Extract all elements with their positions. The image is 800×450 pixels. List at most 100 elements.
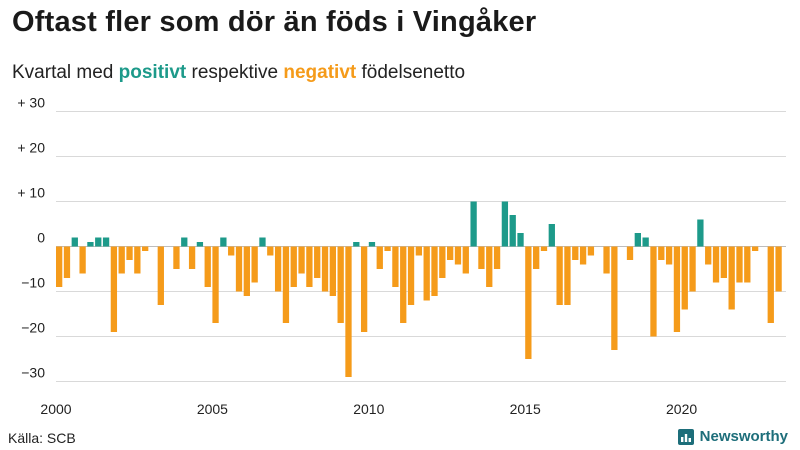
y-tick-label: + 10 — [17, 185, 45, 201]
source-label: Källa: SCB — [8, 430, 76, 446]
bar-positive — [196, 242, 204, 247]
bar-negative — [462, 246, 469, 274]
bar-positive — [368, 242, 376, 247]
bar-negative — [329, 246, 336, 296]
bar-negative — [736, 246, 743, 283]
bar-negative — [157, 246, 164, 305]
bar-negative — [540, 246, 548, 251]
bars — [56, 201, 782, 377]
bar-positive — [517, 233, 524, 247]
x-tick-label: 2020 — [666, 401, 697, 417]
bar-negative — [650, 246, 657, 337]
y-tick-label: + 30 — [17, 95, 45, 111]
bar-negative — [118, 246, 125, 274]
bar-positive — [697, 219, 704, 247]
subtitle-middle: respektive — [186, 62, 284, 83]
bar-negative — [290, 246, 297, 287]
bar-negative — [306, 246, 313, 287]
subtitle-suffix: födelsenetto — [356, 62, 466, 83]
bar-positive — [634, 233, 641, 247]
bar-negative — [392, 246, 399, 287]
bar-positive — [71, 237, 78, 247]
bar-negative — [173, 246, 180, 269]
brand-logo[interactable]: Newsworthy — [677, 428, 788, 445]
bar-negative — [611, 246, 618, 350]
bar-negative — [345, 246, 352, 377]
bar-negative — [493, 246, 501, 269]
bar-negative — [243, 246, 250, 296]
bar-negative — [376, 246, 383, 269]
subtitle-positive: positivt — [118, 62, 187, 83]
y-tick-label: −10 — [21, 275, 45, 291]
bar-negative — [556, 246, 563, 305]
chart-title: Oftast fler som dör än föds i Vingåker — [12, 6, 537, 38]
bar-positive — [102, 237, 110, 247]
x-tick-label: 2000 — [40, 401, 71, 417]
bar-negative — [384, 246, 391, 251]
bar-negative — [478, 246, 485, 269]
bar-negative — [228, 246, 235, 256]
bar-negative — [603, 246, 610, 274]
bar-positive — [470, 201, 477, 247]
bar-negative — [689, 246, 696, 292]
bar-negative — [587, 246, 595, 256]
bar-negative — [775, 246, 782, 292]
bar-negative — [400, 246, 407, 323]
bar-negative — [321, 246, 329, 292]
bar-chart-icon — [677, 428, 694, 445]
bar-negative — [705, 246, 712, 265]
x-tick-label: 2005 — [197, 401, 228, 417]
bar-positive — [181, 237, 188, 247]
bar-negative — [415, 246, 423, 256]
bar-negative — [337, 246, 344, 323]
bar-negative — [564, 246, 571, 305]
bar-negative — [134, 246, 141, 274]
bar-positive — [501, 201, 509, 247]
bar-negative — [212, 246, 219, 323]
bar-negative — [673, 246, 681, 332]
bar-negative — [728, 246, 735, 310]
bar-positive — [509, 215, 516, 247]
bar-negative — [658, 246, 665, 260]
bar-negative — [110, 246, 118, 332]
bar-negative — [626, 246, 634, 260]
bar-negative — [572, 246, 579, 260]
bar-positive — [220, 237, 227, 247]
bar-negative — [751, 246, 759, 251]
bar-negative — [423, 246, 430, 301]
bar-negative — [744, 246, 751, 283]
bar-negative — [56, 246, 63, 287]
x-axis-labels: 2000 2005 2010 2015 2020 — [40, 401, 697, 417]
bar-positive — [353, 242, 360, 247]
y-tick-label: −30 — [21, 365, 45, 381]
bar-negative — [447, 246, 454, 260]
bar-negative — [665, 246, 673, 265]
bar-negative — [486, 246, 493, 287]
bar-negative — [314, 246, 321, 278]
bar-negative — [63, 246, 71, 278]
subtitle-prefix: Kvartal med — [12, 62, 119, 83]
chart-subtitle: Kvartal med positivt respektive negativt… — [12, 62, 465, 84]
bar-positive — [87, 242, 94, 247]
bar-negative — [267, 246, 274, 256]
bar-negative — [188, 246, 196, 269]
brand-name: Newsworthy — [699, 428, 788, 445]
bar-negative — [454, 246, 462, 265]
bar-negative — [79, 246, 86, 274]
y-tick-label: 0 — [37, 230, 45, 246]
bar-negative — [204, 246, 211, 287]
bar-negative — [439, 246, 446, 278]
bar-negative — [525, 246, 532, 359]
bar-negative — [712, 246, 720, 283]
bar-negative — [720, 246, 727, 278]
bar-negative — [274, 246, 282, 292]
bar-negative — [251, 246, 258, 283]
bar-negative — [533, 246, 540, 269]
bar-positive — [95, 237, 102, 247]
bar-negative — [681, 246, 688, 310]
bar-negative — [579, 246, 587, 265]
bar-positive — [548, 224, 555, 247]
subtitle-negative: negativt — [283, 62, 357, 83]
bar-negative — [282, 246, 290, 323]
